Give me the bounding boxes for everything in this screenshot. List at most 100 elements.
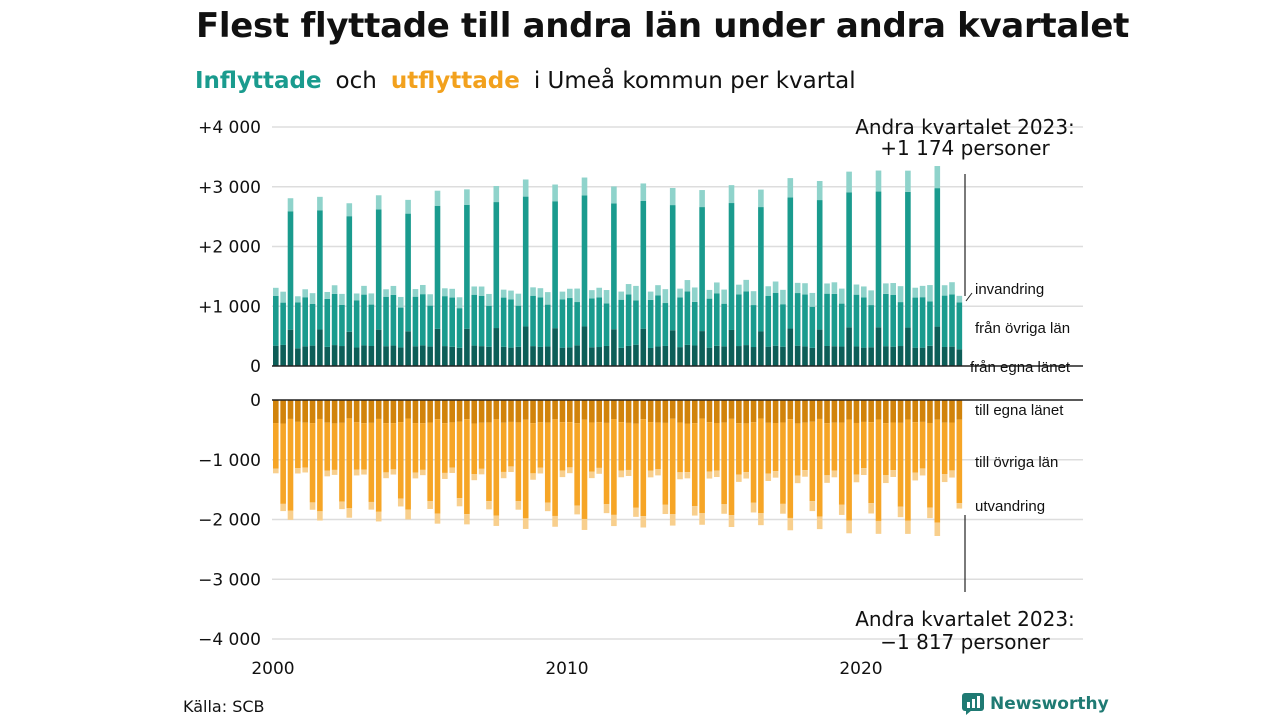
bar-out-utvandring	[706, 471, 713, 479]
bar-in-egna	[802, 346, 808, 366]
bar-out-utvandring	[949, 470, 955, 478]
bar-out-ovriga	[581, 419, 588, 519]
bar-in-egna	[912, 347, 919, 366]
bar-in-egna	[449, 346, 455, 366]
bar-in-egna	[765, 346, 772, 366]
bar-out-egna	[412, 400, 419, 424]
bar-out-egna	[868, 400, 874, 423]
bar-in-ovriga	[736, 294, 742, 347]
x-tick-label: 2020	[839, 659, 882, 679]
bar-in-egna	[375, 329, 382, 366]
bar-in-egna	[353, 347, 360, 366]
bar-out-egna	[912, 400, 919, 423]
bar-out-ovriga	[816, 418, 823, 517]
bar-in-egna	[383, 346, 389, 366]
bar-in-ovriga	[875, 191, 882, 328]
bar-in-invandring	[522, 179, 529, 197]
bar-in-invandring	[809, 292, 816, 307]
bar-out-ovriga	[478, 422, 485, 469]
bar-out-utvandring	[655, 469, 661, 476]
bar-out-egna	[471, 400, 478, 424]
bar-out-utvandring	[956, 503, 963, 509]
bar-out-utvandring	[346, 508, 353, 518]
source-label: Källa: SCB	[183, 697, 265, 716]
bar-in-invandring	[647, 291, 654, 300]
bar-in-ovriga	[956, 302, 963, 350]
bar-in-invandring	[868, 290, 874, 306]
bar-out-egna	[772, 400, 779, 424]
x-tick-label: 2000	[251, 659, 294, 679]
bar-out-egna	[714, 400, 720, 423]
bar-in-egna	[846, 327, 852, 366]
bar-out-egna	[618, 400, 625, 423]
subtitle-inflyttade: Inflyttade	[195, 68, 322, 94]
bar-out-ovriga	[949, 422, 955, 471]
bar-in-invandring	[927, 285, 933, 302]
bar-out-egna	[331, 400, 338, 424]
bar-in-ovriga	[464, 204, 470, 329]
bar-in-ovriga	[559, 299, 566, 348]
bar-in-egna	[824, 345, 830, 366]
bar-in-invandring	[478, 286, 485, 296]
bar-in-invandring	[890, 283, 896, 295]
bar-out-utvandring	[919, 468, 926, 476]
bar-out-utvandring	[530, 473, 536, 480]
bar-out-utvandring	[861, 468, 867, 476]
bar-out-utvandring	[838, 504, 845, 515]
bar-out-ovriga	[397, 422, 404, 499]
bar-out-utvandring	[883, 475, 889, 484]
bar-out-egna	[677, 400, 683, 423]
series-label-out: utvandring	[975, 498, 1045, 515]
bar-in-egna	[736, 346, 742, 366]
bar-in-invandring	[420, 284, 426, 295]
bar-in-egna	[919, 347, 926, 366]
bar-in-ovriga	[353, 300, 360, 348]
bar-in-invandring	[919, 285, 926, 298]
bar-out-ovriga	[794, 423, 801, 476]
bar-in-egna	[728, 329, 735, 366]
bar-in-invandring	[287, 198, 294, 212]
bar-in-ovriga	[941, 295, 948, 347]
bar-out-utvandring	[647, 470, 654, 478]
bar-out-ovriga	[346, 418, 353, 509]
bar-out-ovriga	[508, 421, 514, 467]
bar-out-ovriga	[589, 422, 595, 472]
bar-out-ovriga	[684, 423, 691, 473]
bar-in-ovriga	[868, 305, 874, 348]
bar-in-ovriga	[280, 302, 286, 345]
bar-in-egna	[647, 347, 654, 366]
bar-out-utvandring	[368, 501, 375, 510]
bar-out-ovriga	[493, 419, 500, 516]
bar-in-ovriga	[552, 201, 558, 329]
bar-out-utvandring	[684, 472, 691, 479]
bar-out-ovriga	[831, 422, 838, 471]
bar-in-egna	[758, 331, 764, 366]
bar-in-ovriga	[530, 295, 536, 347]
bar-in-ovriga	[324, 298, 331, 347]
bar-in-egna	[530, 346, 536, 366]
annotation-bottom-line1: Andra kvartalet 2023:	[855, 607, 1075, 631]
bar-in-invandring	[846, 171, 852, 193]
annotation-top-line1: Andra kvartalet 2023:	[855, 115, 1075, 139]
bar-out-utvandring	[736, 474, 742, 482]
bar-out-ovriga	[618, 422, 625, 471]
bar-out-ovriga	[309, 423, 316, 503]
bar-out-ovriga	[912, 422, 919, 473]
bar-out-ovriga	[691, 423, 698, 507]
bar-out-utvandring	[831, 470, 838, 478]
bar-out-ovriga	[456, 421, 463, 499]
bar-out-ovriga	[464, 419, 470, 515]
bar-out-utvandring	[640, 516, 647, 528]
bar-in-egna	[412, 346, 419, 366]
bar-out-ovriga	[633, 423, 639, 508]
bar-in-invandring	[824, 283, 830, 294]
bar-in-egna	[868, 347, 874, 366]
bar-in-invandring	[302, 289, 308, 298]
bar-in-invandring	[442, 288, 448, 297]
bar-in-ovriga	[780, 304, 786, 347]
bar-out-ovriga	[743, 423, 749, 473]
bar-out-egna	[809, 400, 816, 422]
bar-in-egna	[464, 328, 470, 366]
bar-out-ovriga	[655, 422, 661, 470]
bar-in-egna	[633, 344, 639, 366]
